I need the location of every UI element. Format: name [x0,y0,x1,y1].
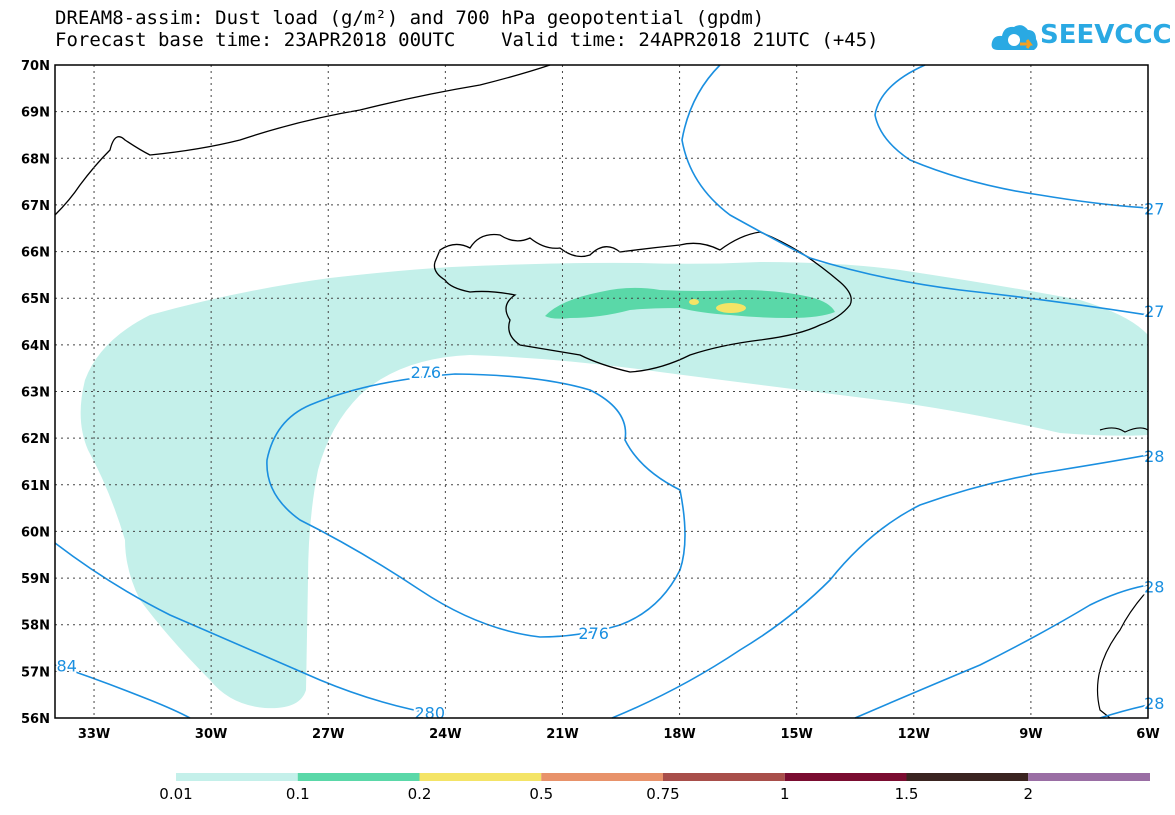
lat-tick-label: 56N [21,712,50,727]
lat-tick-label: 61N [21,479,50,494]
contour-280 [54,542,441,716]
contour-value-label: 28 [1144,447,1164,466]
contour-28-mid [611,454,1149,719]
contour-value-label: 84 [57,657,77,676]
lat-tick-label: 69N [21,106,50,121]
lon-tick-label: 12W [898,727,930,742]
lon-tick-label: 24W [429,727,461,742]
seevccc-cloud-logo-icon [991,25,1038,50]
colorbar-tick-label: 0.75 [646,785,680,803]
contour-27-north [681,64,1149,316]
lon-tick-label: 9W [1019,727,1042,742]
axis-ticks: 33W 30W 27W 24W 21W 18W 15W 12W 9W 6W 56N 57N 58N 59N… [21,59,1160,742]
colorbar-tick-label: 0.2 [407,785,432,803]
lon-tick-label: 33W [78,727,110,742]
lon-tick-label: 21W [546,727,578,742]
colorbar [176,773,1150,781]
lat-tick-label: 62N [21,432,50,447]
contour-value-label: 27 [1144,200,1164,219]
colorbar-tick-label: 1 [779,785,790,803]
dust-core-high [716,303,746,313]
contour-276 [266,373,686,638]
lon-tick-label: 30W [195,727,227,742]
contour-value-label: 28 [1144,577,1164,596]
lat-tick-label: 60N [21,525,50,540]
lat-lon-grid [55,65,1148,718]
dust-plume-low [80,262,1148,709]
colorbar-swatch [176,773,298,781]
dust-core-high-small [689,299,699,305]
colorbar-swatch [784,773,907,781]
contour-27-northeast [874,64,1149,209]
logo-text: SEEVCCC [1040,20,1172,50]
contour-28-se [1099,704,1149,719]
lon-tick-label: 6W [1136,727,1159,742]
colorbar-tick-label: 0.1 [285,785,310,803]
map-frame [54,64,1149,719]
colorbar-swatch [419,773,542,781]
lat-tick-label: 67N [21,199,50,214]
map-subtitle-times: Forecast base time: 23APR2018 00UTC Vali… [55,29,879,51]
lat-tick-label: 59N [21,572,50,587]
colorbar-swatch [297,773,420,781]
contour-28-south [854,584,1149,719]
colorbar-tick-label: 2 [1023,785,1034,803]
contour-value-label: 27 [1144,302,1164,321]
lat-tick-label: 58N [21,619,50,634]
contour-value-label: 276 [411,363,442,382]
lat-tick-label: 65N [21,292,50,307]
lat-tick-label: 63N [21,386,50,401]
faroe-coastline [1099,427,1149,433]
colorbar-tick-label: 0.01 [159,785,193,803]
lat-tick-label: 68N [21,152,50,167]
lat-tick-label: 70N [21,59,50,74]
colorbar-swatch [663,773,785,781]
lat-tick-label: 66N [21,246,50,261]
lon-tick-label: 15W [780,727,812,742]
lat-tick-label: 57N [21,665,50,680]
iceland-coastline [433,231,852,373]
greenland-coastline [54,64,551,216]
contour-value-label: 28 [1144,694,1164,713]
colorbar-swatch [906,773,1029,781]
colorbar-tick-label: 0.5 [529,785,554,803]
lon-tick-label: 18W [663,727,695,742]
colorbar-tick-label: 1.5 [894,785,919,803]
lat-tick-label: 64N [21,339,50,354]
contour-value-label: 276 [578,624,609,643]
lon-tick-label: 27W [312,727,344,742]
geopotential-contours [54,64,1149,719]
map-title: DREAM8-assim: Dust load (g/m²) and 700 h… [55,7,765,29]
contour-284 [54,664,191,719]
scotland-coastline [1096,589,1149,719]
contour-value-label: 280 [414,703,445,722]
colorbar-swatch [541,773,663,781]
colorbar-swatch [1028,773,1150,781]
